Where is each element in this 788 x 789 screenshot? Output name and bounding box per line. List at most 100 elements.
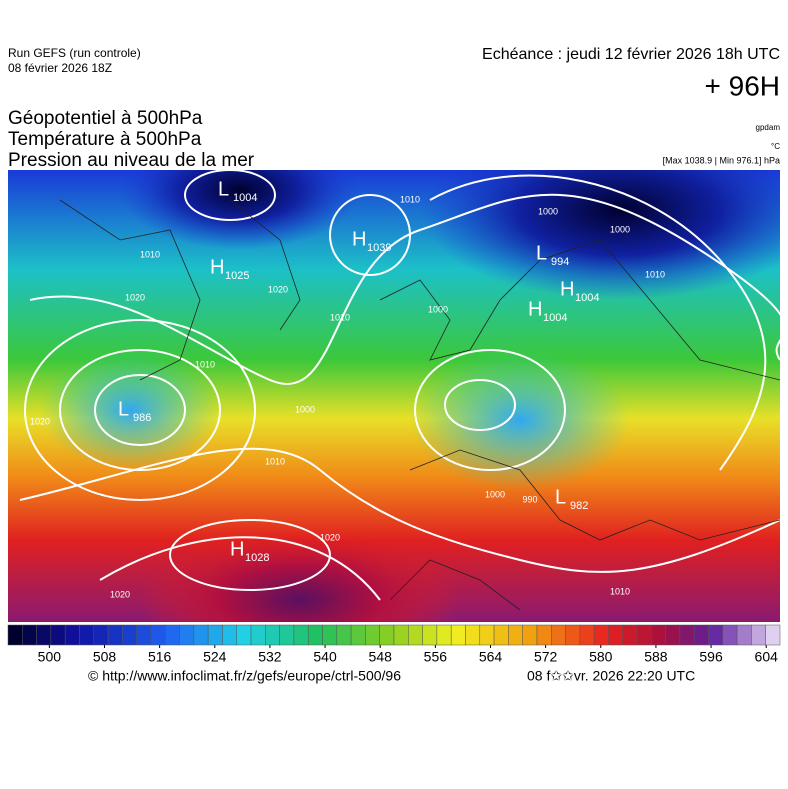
unit: °C bbox=[771, 142, 780, 151]
field-name: Pression au niveau de la mer bbox=[8, 150, 255, 171]
center-value: 982 bbox=[570, 500, 588, 512]
colorbar-swatch bbox=[522, 624, 538, 646]
isobar-label: 1010 bbox=[330, 312, 350, 322]
isobar-label: 1020 bbox=[268, 284, 288, 294]
colorbar-label: 604 bbox=[755, 649, 779, 665]
center-value: 1004 bbox=[575, 292, 599, 304]
unit: gpdam bbox=[756, 123, 781, 132]
colorbar-swatch bbox=[307, 624, 323, 646]
colorbar-swatch bbox=[422, 624, 438, 646]
colorbar-label: 500 bbox=[38, 649, 62, 665]
colorbar-label: 596 bbox=[699, 649, 723, 665]
colorbar-swatch bbox=[736, 624, 752, 646]
center-kind: H bbox=[560, 278, 574, 300]
colorbar-swatch bbox=[165, 624, 180, 646]
colorbar-swatch bbox=[22, 624, 37, 646]
colorbar-swatch bbox=[336, 624, 352, 646]
colorbar-swatch bbox=[436, 624, 452, 646]
center-value: 1025 bbox=[225, 270, 249, 282]
colorbar-swatch bbox=[393, 624, 409, 646]
center-value: 986 bbox=[133, 412, 151, 424]
colorbar-swatch bbox=[636, 624, 652, 646]
center-kind: L bbox=[536, 242, 547, 264]
colorbar-swatch bbox=[350, 624, 366, 646]
colorbar-swatch bbox=[365, 624, 380, 646]
colorbar-swatch bbox=[508, 624, 523, 646]
colorbar-swatch bbox=[450, 624, 466, 646]
colorbar-swatch bbox=[36, 624, 52, 646]
colorbar-swatch bbox=[651, 624, 666, 646]
colorbar-swatch bbox=[479, 624, 495, 646]
colorbar-swatch bbox=[722, 624, 738, 646]
center-value: 1028 bbox=[245, 552, 269, 564]
field-name: Température à 500hPa bbox=[8, 129, 202, 150]
run-name: Run GEFS (run controle) bbox=[8, 46, 141, 60]
colorbar-swatch bbox=[193, 624, 209, 646]
colorbar-swatch bbox=[7, 624, 23, 646]
colorbar-swatch bbox=[107, 624, 123, 646]
center-kind: L bbox=[118, 398, 129, 420]
unit: [Max 1038.9 | Min 976.1] hPa bbox=[663, 155, 780, 165]
colorbar-label: 524 bbox=[203, 649, 227, 665]
colorbar-swatch bbox=[250, 624, 266, 646]
colorbar-swatch bbox=[64, 624, 80, 646]
colorbar-swatch bbox=[293, 624, 309, 646]
center-value: 1004 bbox=[233, 192, 257, 204]
colorbar-swatch bbox=[565, 624, 581, 646]
colorbar-swatch bbox=[693, 624, 709, 646]
isobar-label: 1020 bbox=[30, 416, 50, 426]
colorbar-label: 508 bbox=[93, 649, 117, 665]
field-name: Géopotentiel à 500hPa bbox=[8, 108, 203, 129]
isobar-label: 1020 bbox=[320, 532, 340, 542]
colorbar-swatch bbox=[465, 624, 481, 646]
isobar-label: 1010 bbox=[610, 586, 630, 596]
colorbar-label: 564 bbox=[479, 649, 503, 665]
issued-time: 08 f✩✩vr. 2026 22:20 UTC bbox=[527, 668, 695, 684]
colorbar-swatch bbox=[579, 624, 595, 646]
colorbar-swatch bbox=[679, 624, 695, 646]
colorbar-swatch bbox=[265, 624, 280, 646]
colorbar-swatch bbox=[551, 624, 566, 646]
center-value: 1039 bbox=[367, 242, 391, 254]
colorbar-swatch bbox=[665, 624, 681, 646]
colorbar-swatch bbox=[207, 624, 223, 646]
center-kind: H bbox=[352, 228, 366, 250]
colorbar-swatch bbox=[751, 624, 766, 646]
colorbar-swatch bbox=[236, 624, 252, 646]
colorbar-label: 548 bbox=[369, 649, 393, 665]
colorbar-label: 540 bbox=[313, 649, 337, 665]
colorbar-label: 580 bbox=[589, 649, 613, 665]
isobar-label: 1020 bbox=[125, 292, 145, 302]
colorbar-label: 572 bbox=[534, 649, 558, 665]
center-kind: H bbox=[528, 298, 542, 320]
colorbar-swatch bbox=[136, 624, 152, 646]
isobar-label: 1000 bbox=[610, 224, 630, 234]
center-kind: L bbox=[218, 178, 229, 200]
colorbar-swatch bbox=[408, 624, 423, 646]
colorbar-swatch bbox=[279, 624, 295, 646]
center-value: 1004 bbox=[543, 312, 567, 324]
colorbar-swatch bbox=[222, 624, 237, 646]
valid-time: Echéance : jeudi 12 février 2026 18h UTC bbox=[482, 46, 780, 63]
center-kind: H bbox=[230, 538, 244, 560]
isobar-label: 1000 bbox=[428, 304, 448, 314]
colorbar-swatch bbox=[93, 624, 109, 646]
isobar-label: 1010 bbox=[265, 456, 285, 466]
center-kind: L bbox=[555, 486, 566, 508]
colorbar-swatch bbox=[322, 624, 338, 646]
center-kind: H bbox=[210, 256, 224, 278]
isobar-label: 990 bbox=[522, 494, 537, 504]
colorbar-swatch bbox=[608, 624, 623, 646]
source-url: © http://www.infoclimat.fr/z/gefs/europe… bbox=[88, 668, 401, 684]
colorbar-swatch bbox=[765, 624, 781, 646]
colorbar-swatch bbox=[622, 624, 638, 646]
colorbar-label: 516 bbox=[148, 649, 172, 665]
run-date: 08 février 2026 18Z bbox=[8, 61, 112, 75]
colorbar: 500 508 516 524 532 540 548 556 564 572 580 588 596 6… bbox=[7, 624, 781, 665]
isobar-label: 1010 bbox=[645, 269, 665, 279]
colorbar-label: 588 bbox=[644, 649, 668, 665]
isobar-label: 1000 bbox=[485, 489, 505, 499]
colorbar-swatch bbox=[593, 624, 609, 646]
isobar-label: 1010 bbox=[400, 194, 420, 204]
